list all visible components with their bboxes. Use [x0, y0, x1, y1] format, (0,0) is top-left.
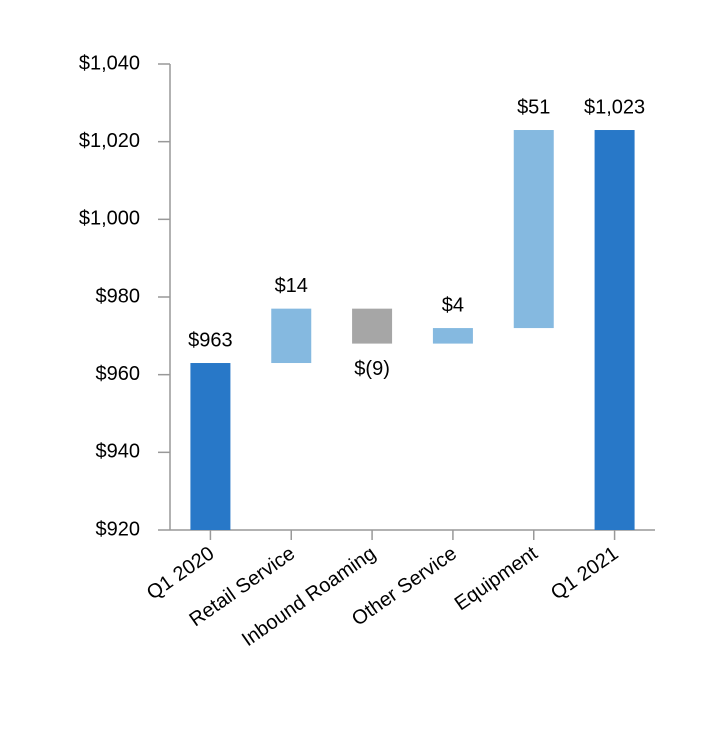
x-tick-label: Q1 2021: [547, 542, 622, 604]
y-tick-label: $980: [96, 285, 141, 307]
bar: [352, 308, 393, 344]
bar: [190, 363, 231, 530]
value-label: $4: [442, 294, 464, 316]
y-tick-label: $920: [96, 518, 141, 540]
x-tick-label: Q1 2020: [143, 542, 218, 604]
y-tick-label: $1,020: [79, 130, 140, 152]
x-tick-label: Equipment: [451, 542, 542, 615]
bar: [432, 328, 473, 344]
bar: [271, 308, 312, 364]
y-tick-label: $960: [96, 363, 141, 385]
bar: [513, 130, 554, 329]
value-label: $(9): [354, 358, 390, 380]
value-label: $963: [188, 329, 233, 351]
value-label: $1,023: [584, 96, 645, 118]
value-label: $14: [275, 275, 308, 297]
y-tick-label: $1,040: [79, 52, 140, 74]
x-tick-label: Inbound Roaming: [238, 542, 380, 651]
bar: [594, 130, 635, 530]
value-label: $51: [517, 96, 550, 118]
y-tick-label: $1,000: [79, 208, 140, 230]
y-tick-label: $940: [96, 441, 141, 463]
